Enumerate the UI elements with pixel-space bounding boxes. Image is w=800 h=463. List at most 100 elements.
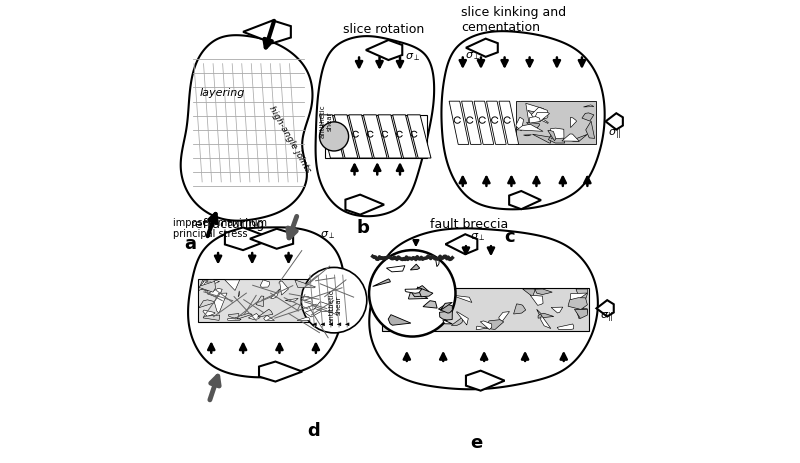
Polygon shape bbox=[486, 102, 506, 145]
Polygon shape bbox=[446, 235, 478, 255]
Polygon shape bbox=[228, 319, 241, 321]
Polygon shape bbox=[549, 136, 565, 144]
Polygon shape bbox=[301, 297, 312, 303]
Polygon shape bbox=[606, 114, 623, 130]
Polygon shape bbox=[256, 296, 264, 307]
Polygon shape bbox=[548, 131, 556, 141]
Polygon shape bbox=[388, 315, 411, 325]
Text: a: a bbox=[184, 235, 196, 253]
Polygon shape bbox=[378, 116, 402, 159]
Polygon shape bbox=[295, 280, 315, 288]
Polygon shape bbox=[411, 286, 428, 297]
Polygon shape bbox=[530, 295, 543, 306]
Polygon shape bbox=[386, 266, 405, 272]
Text: slice rotation: slice rotation bbox=[343, 23, 424, 36]
Circle shape bbox=[302, 268, 366, 333]
Circle shape bbox=[369, 250, 455, 337]
Text: b: b bbox=[357, 219, 370, 237]
Polygon shape bbox=[576, 289, 587, 307]
Text: $\sigma_{||}$: $\sigma_{||}$ bbox=[600, 309, 614, 323]
Polygon shape bbox=[517, 125, 543, 132]
Text: layering: layering bbox=[200, 88, 246, 98]
Polygon shape bbox=[238, 291, 240, 297]
Polygon shape bbox=[486, 320, 504, 330]
Polygon shape bbox=[428, 296, 443, 304]
Polygon shape bbox=[570, 294, 587, 302]
Polygon shape bbox=[297, 318, 310, 321]
Polygon shape bbox=[551, 307, 562, 313]
Polygon shape bbox=[443, 320, 452, 324]
Polygon shape bbox=[207, 289, 222, 298]
Polygon shape bbox=[199, 300, 217, 308]
Polygon shape bbox=[386, 322, 399, 328]
Polygon shape bbox=[214, 294, 227, 313]
Text: $\sigma_\perp$: $\sigma_\perp$ bbox=[321, 229, 336, 241]
Polygon shape bbox=[528, 111, 546, 117]
Polygon shape bbox=[237, 313, 252, 319]
Polygon shape bbox=[373, 279, 390, 287]
Polygon shape bbox=[370, 229, 598, 389]
Text: d: d bbox=[306, 421, 319, 439]
Text: imposed maximum
principal stress: imposed maximum principal stress bbox=[173, 218, 266, 239]
Text: $\sigma_{||}$: $\sigma_{||}$ bbox=[608, 127, 622, 141]
Polygon shape bbox=[393, 289, 409, 304]
Polygon shape bbox=[423, 301, 437, 308]
Polygon shape bbox=[535, 289, 552, 295]
Polygon shape bbox=[435, 257, 439, 267]
Polygon shape bbox=[258, 310, 273, 318]
Polygon shape bbox=[225, 280, 240, 291]
Polygon shape bbox=[534, 113, 550, 122]
Polygon shape bbox=[597, 300, 614, 317]
Polygon shape bbox=[474, 102, 494, 145]
Polygon shape bbox=[199, 282, 215, 293]
Text: fault breccia: fault breccia bbox=[430, 218, 508, 231]
Text: e: e bbox=[470, 432, 482, 450]
Polygon shape bbox=[199, 281, 208, 292]
Bar bbox=[325, 116, 427, 159]
Polygon shape bbox=[203, 310, 215, 317]
Polygon shape bbox=[229, 314, 239, 319]
Text: antithetic
shear: antithetic shear bbox=[329, 288, 342, 322]
Polygon shape bbox=[476, 326, 486, 330]
Polygon shape bbox=[363, 116, 387, 159]
Polygon shape bbox=[408, 298, 414, 308]
Polygon shape bbox=[499, 312, 510, 322]
Polygon shape bbox=[346, 195, 384, 215]
Polygon shape bbox=[538, 118, 548, 124]
Polygon shape bbox=[285, 299, 298, 302]
Circle shape bbox=[319, 123, 349, 152]
Polygon shape bbox=[533, 135, 550, 144]
Polygon shape bbox=[383, 289, 399, 302]
Polygon shape bbox=[408, 290, 428, 300]
Polygon shape bbox=[259, 362, 302, 382]
Polygon shape bbox=[586, 122, 594, 139]
Polygon shape bbox=[571, 135, 587, 142]
Polygon shape bbox=[583, 106, 594, 108]
Polygon shape bbox=[557, 324, 574, 330]
Polygon shape bbox=[410, 264, 420, 270]
Polygon shape bbox=[260, 280, 270, 288]
Polygon shape bbox=[366, 41, 402, 61]
Polygon shape bbox=[509, 192, 541, 210]
Polygon shape bbox=[550, 129, 564, 139]
Polygon shape bbox=[426, 289, 442, 295]
Polygon shape bbox=[531, 108, 548, 121]
Polygon shape bbox=[466, 39, 498, 58]
Polygon shape bbox=[203, 315, 220, 321]
Polygon shape bbox=[248, 314, 260, 320]
Polygon shape bbox=[270, 289, 280, 299]
Text: slice kinking and
cementation: slice kinking and cementation bbox=[462, 6, 566, 34]
Polygon shape bbox=[576, 308, 587, 319]
Polygon shape bbox=[386, 308, 412, 319]
Polygon shape bbox=[526, 104, 544, 123]
Polygon shape bbox=[439, 311, 452, 320]
Polygon shape bbox=[466, 371, 505, 391]
Polygon shape bbox=[204, 280, 219, 286]
Polygon shape bbox=[582, 113, 594, 122]
Polygon shape bbox=[421, 304, 434, 312]
Polygon shape bbox=[393, 116, 416, 159]
Text: c: c bbox=[505, 227, 515, 245]
Polygon shape bbox=[391, 315, 408, 330]
Polygon shape bbox=[181, 36, 313, 221]
Polygon shape bbox=[313, 302, 332, 312]
